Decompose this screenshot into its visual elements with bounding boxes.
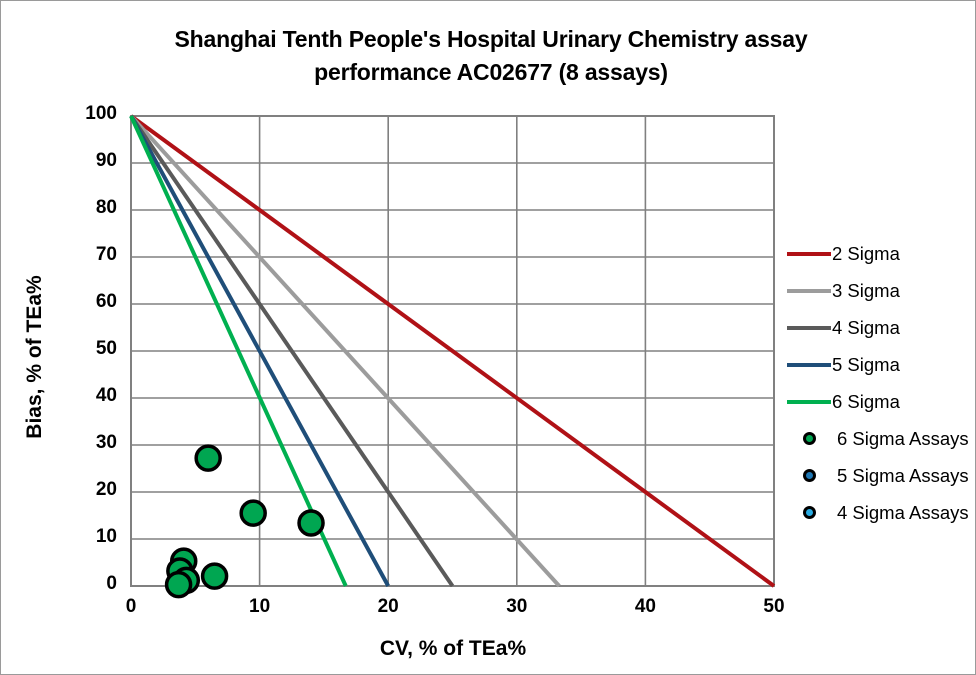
y-axis-title: Bias, % of TEa% <box>23 275 46 439</box>
x-tick-label: 10 <box>249 596 271 617</box>
y-tick-label: 70 <box>95 244 117 265</box>
sigma-line-2-sigma <box>129 114 776 588</box>
data-point-marker <box>297 509 325 537</box>
legend-item-6-sigma[interactable]: 6 Sigma <box>787 383 973 420</box>
x-tick-label: 20 <box>377 596 399 617</box>
legend-marker-swatch <box>787 469 831 482</box>
legend-item-4-sigma-assays[interactable]: 4 Sigma Assays <box>787 494 973 531</box>
sigma-line-3-sigma <box>129 114 561 588</box>
y-tick-label: 0 <box>106 573 117 594</box>
legend-item-label: 2 Sigma <box>832 242 900 264</box>
legend-item-label: 6 Sigma Assays <box>837 427 969 449</box>
x-tick-label: 40 <box>634 596 656 617</box>
sigma-line-4-sigma <box>129 114 455 588</box>
y-tick-label: 100 <box>85 103 117 124</box>
legend-item-2-sigma[interactable]: 2 Sigma <box>787 235 973 272</box>
legend-item-label: 6 Sigma <box>832 390 900 412</box>
y-tick-label: 80 <box>95 197 117 218</box>
circle-marker-icon <box>802 506 816 519</box>
x-tick-label: 0 <box>125 596 137 617</box>
data-points <box>164 444 325 599</box>
data-point-marker <box>200 562 229 590</box>
x-axis-title: CV, % of TEa% <box>379 637 527 660</box>
chart-title-line-2: performance AC02677 (8 assays) <box>314 59 668 85</box>
circle-marker-icon <box>802 469 816 482</box>
sigma-lines <box>129 114 776 588</box>
legend-item-label: 5 Sigma <box>832 353 900 375</box>
data-point-marker <box>194 444 222 472</box>
data-point-marker <box>164 570 193 599</box>
y-tick-label: 40 <box>95 385 117 406</box>
chart-title: Shanghai Tenth People's Hospital Urinary… <box>99 23 883 89</box>
y-tick-label: 90 <box>95 150 117 171</box>
legend-line-swatch <box>787 325 831 330</box>
legend-item-5-sigma-assays[interactable]: 5 Sigma Assays <box>787 457 973 494</box>
legend-line-swatch <box>787 362 831 367</box>
y-tick-label: 20 <box>95 479 117 500</box>
legend-item-label: 3 Sigma <box>832 279 900 301</box>
chart-legend: 2 Sigma 3 Sigma 4 Sigma 5 Sigma 6 Sigma 6 Sig… <box>787 235 973 531</box>
x-tick-label: 30 <box>506 596 528 617</box>
legend-line-swatch <box>787 251 831 256</box>
legend-item-label: 4 Sigma Assays <box>837 501 969 523</box>
y-tick-label: 10 <box>95 526 117 547</box>
legend-item-label: 4 Sigma <box>832 316 900 338</box>
y-tick-label: 50 <box>95 338 117 359</box>
chart-title-line-1: Shanghai Tenth People's Hospital Urinary… <box>174 26 808 52</box>
legend-item-5-sigma[interactable]: 5 Sigma <box>787 346 973 383</box>
legend-marker-swatch <box>787 432 831 445</box>
legend-line-swatch <box>787 288 831 293</box>
y-tick-label: 30 <box>95 432 117 453</box>
legend-item-3-sigma[interactable]: 3 Sigma <box>787 272 973 309</box>
circle-marker-icon <box>802 432 816 445</box>
legend-marker-swatch <box>787 506 831 519</box>
legend-line-swatch <box>787 399 831 404</box>
y-tick-label: 60 <box>95 291 117 312</box>
legend-item-label: 5 Sigma Assays <box>837 464 969 486</box>
x-tick-label: 50 <box>763 596 785 617</box>
legend-item-6-sigma-assays[interactable]: 6 Sigma Assays <box>787 420 973 457</box>
sigma-line-6-sigma <box>129 115 348 587</box>
data-point-marker <box>239 499 267 527</box>
sigma-line-5-sigma <box>129 115 390 587</box>
legend-item-4-sigma[interactable]: 4 Sigma <box>787 309 973 346</box>
